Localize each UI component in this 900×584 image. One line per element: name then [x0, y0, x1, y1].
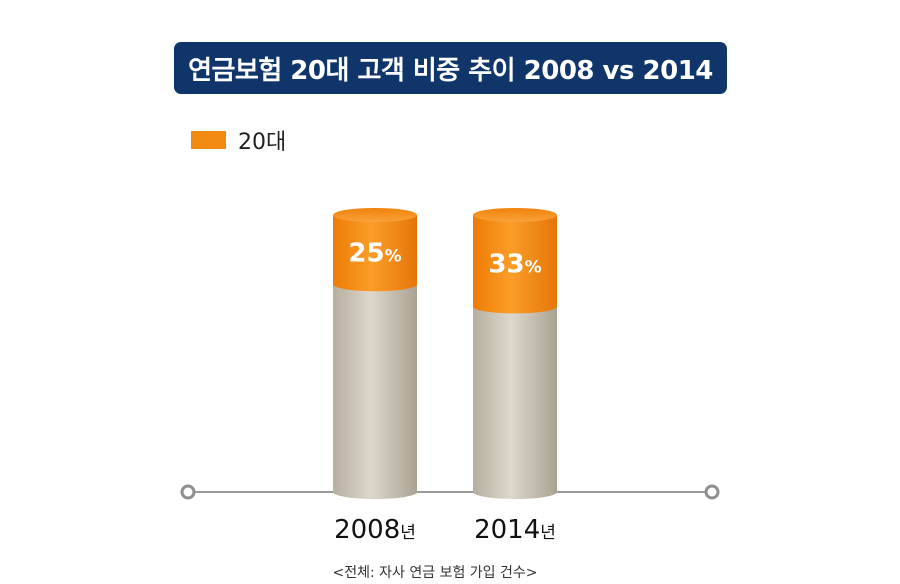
footnote: <전체: 자사 연금 보험 가입 건수>	[332, 565, 538, 581]
chart-title-banner: 연금보험 20대 고객 비중 추이 2008 vs 2014	[174, 42, 727, 94]
category-label-suffix: 년	[540, 523, 556, 543]
data-label-unit: %	[525, 258, 542, 278]
cylinder-bar	[333, 208, 417, 499]
chart-title: 연금보험 20대 고객 비중 추이 2008 vs 2014	[188, 55, 713, 86]
axis-endpoint-left	[180, 484, 196, 500]
cylinder-top-cap	[473, 208, 557, 222]
category-label: 2008년	[334, 515, 416, 545]
legend-label: 20대	[238, 130, 287, 155]
axis-endpoint-right	[704, 484, 720, 500]
cylinder-bar	[473, 208, 557, 499]
category-label: 2014년	[474, 515, 556, 545]
bar-segment-20s	[473, 215, 557, 314]
bar-segment-20s	[333, 215, 417, 292]
cylinder-top-cap	[333, 208, 417, 222]
data-label-unit: %	[385, 247, 402, 267]
legend-swatch	[191, 131, 226, 149]
category-label-suffix: 년	[400, 523, 416, 543]
legend: 20대	[191, 124, 286, 156]
